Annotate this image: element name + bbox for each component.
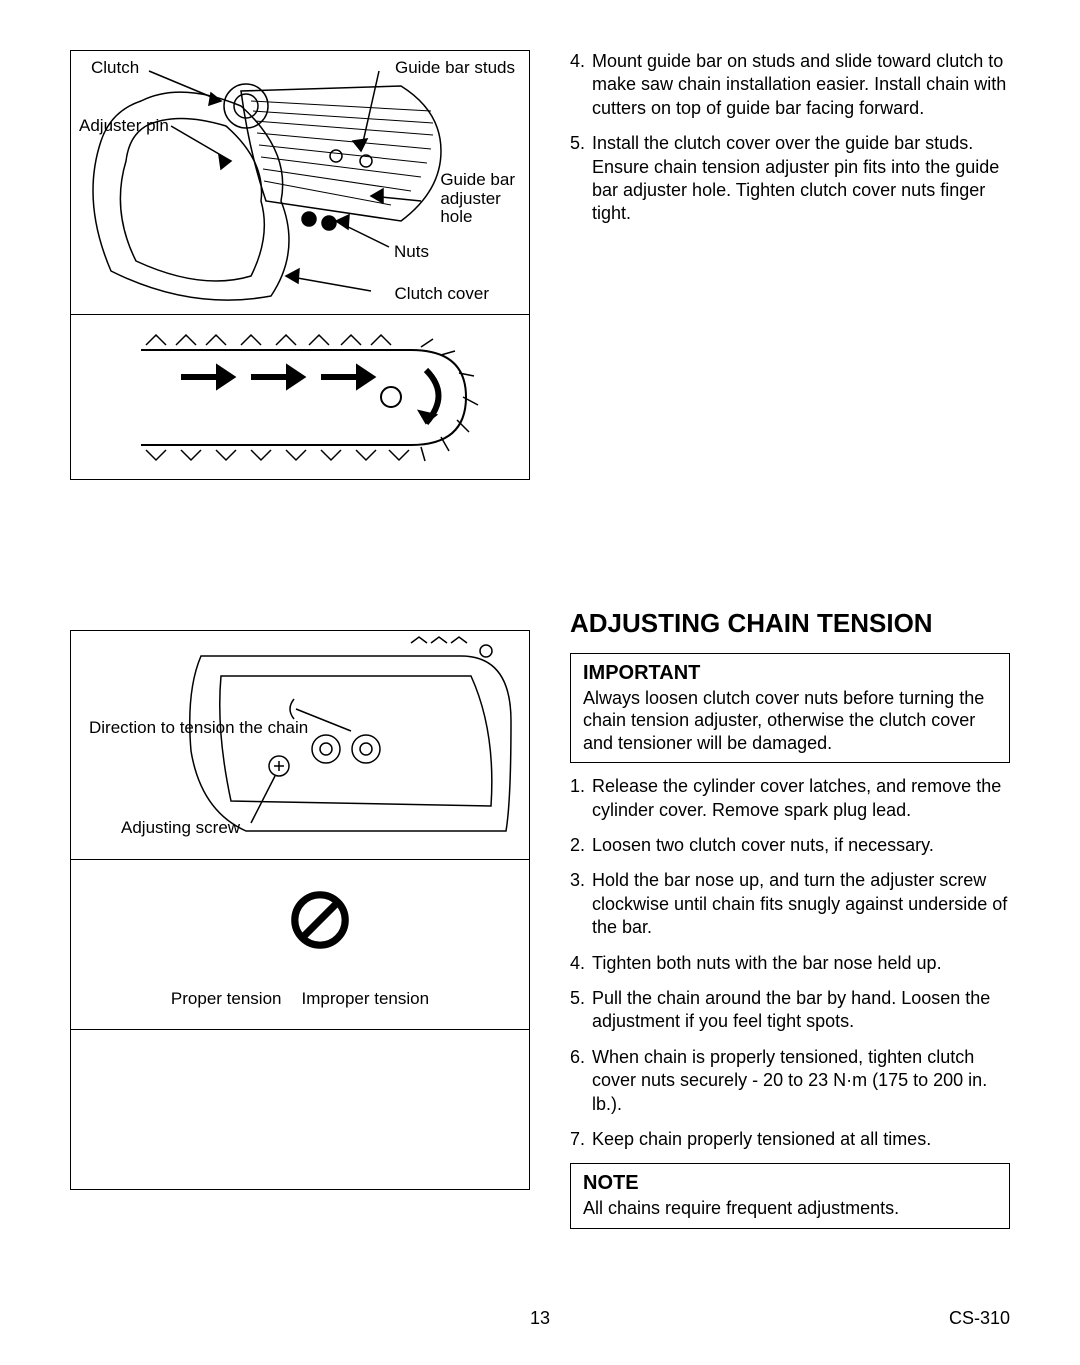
step-number: 4. [570,50,592,120]
top-step-4: 4. Mount guide bar on studs and slide to… [570,50,1010,120]
top-step-5: 5. Install the clutch cover over the gui… [570,132,1010,226]
bottom-figure-panel-2: Proper tension Improper tension [70,860,530,1030]
important-body: Always loosen clutch cover nuts before t… [583,687,997,755]
step-text: Release the cylinder cover latches, and … [592,775,1010,822]
note-title: NOTE [583,1172,997,1195]
step-text: Pull the chain around the bar by hand. L… [592,987,1010,1034]
bottom-figure-panel-3 [70,1030,530,1190]
note-body: All chains require frequent adjustments. [583,1197,997,1220]
step-number: 5. [570,987,592,1034]
tension-step-7: 7. Keep chain properly tensioned at all … [570,1128,1010,1151]
step-text: Hold the bar nose up, and turn the adjus… [592,869,1010,939]
page-footer: 13 CS-310 [70,1308,1010,1329]
section-heading-adjusting-chain-tension: ADJUSTING CHAIN TENSION [570,608,1010,639]
top-steps-list: 4. Mount guide bar on studs and slide to… [570,50,1010,238]
model-number: CS-310 [949,1308,1010,1329]
step-text: Install the clutch cover over the guide … [592,132,1010,226]
tension-adjust-illustration [71,631,531,861]
page-number: 13 [530,1308,550,1329]
step-number: 4. [570,952,592,975]
tension-step-1: 1. Release the cylinder cover latches, a… [570,775,1010,822]
tension-step-2: 2. Loosen two clutch cover nuts, if nece… [570,834,1010,857]
label-proper-tension: Proper tension [171,989,282,1009]
step-text: Tighten both nuts with the bar nose held… [592,952,1010,975]
step-text: When chain is properly tensioned, tighte… [592,1046,1010,1116]
important-title: IMPORTANT [583,662,997,685]
step-text: Keep chain properly tensioned at all tim… [592,1128,1010,1151]
bottom-figure-panel-1: Direction to tension the chain Adjusting… [70,630,530,860]
chain-direction-illustration [71,315,531,480]
important-box: IMPORTANT Always loosen clutch cover nut… [570,653,1010,764]
top-figure-panel-1: Clutch Guide bar studs Adjuster pin Guid… [70,50,530,315]
tension-step-6: 6. When chain is properly tensioned, tig… [570,1046,1010,1116]
top-figure-panel-2 [70,315,530,480]
step-number: 3. [570,869,592,939]
step-number: 1. [570,775,592,822]
step-number: 7. [570,1128,592,1151]
tension-step-3: 3. Hold the bar nose up, and turn the ad… [570,869,1010,939]
step-number: 5. [570,132,592,226]
tension-step-4: 4. Tighten both nuts with the bar nose h… [570,952,1010,975]
clutch-assembly-illustration [71,51,531,316]
prohibit-icon [290,890,350,950]
note-box: NOTE All chains require frequent adjustm… [570,1163,1010,1229]
step-number: 2. [570,834,592,857]
step-text: Mount guide bar on studs and slide towar… [592,50,1010,120]
label-improper-tension: Improper tension [302,989,430,1009]
step-number: 6. [570,1046,592,1116]
tension-step-5: 5. Pull the chain around the bar by hand… [570,987,1010,1034]
tension-steps-list: 1. Release the cylinder cover latches, a… [570,775,1010,1163]
step-text: Loosen two clutch cover nuts, if necessa… [592,834,1010,857]
